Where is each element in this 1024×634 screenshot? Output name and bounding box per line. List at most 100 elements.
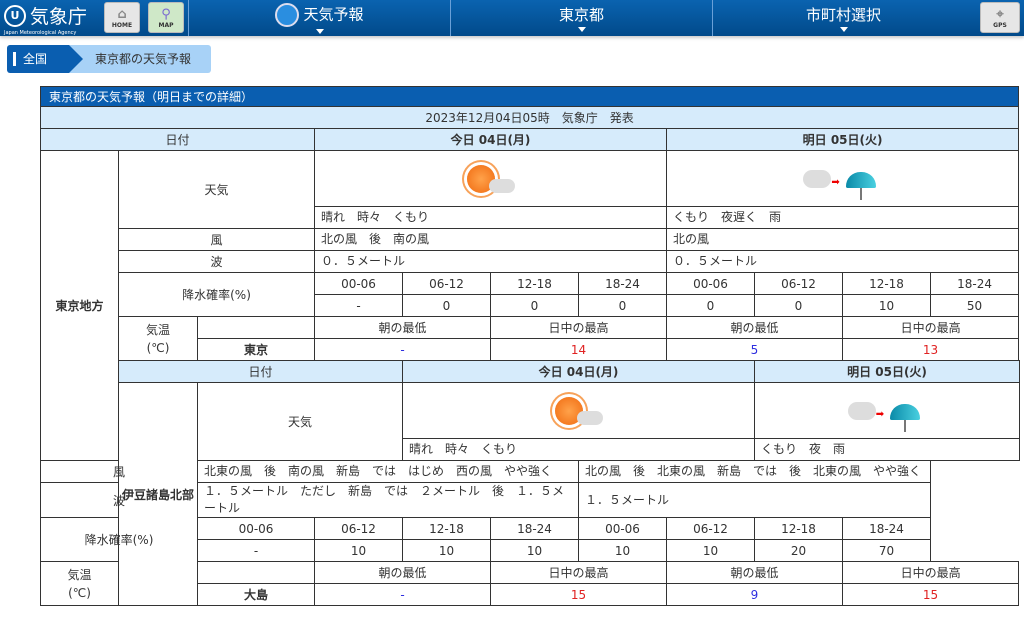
wave-text: ０．５メートル: [665, 250, 1020, 273]
jma-logo[interactable]: U 気象庁 Japan Meteorological Agency: [4, 4, 87, 36]
map-button[interactable]: ⚲ MAP: [148, 2, 184, 33]
weather-icon-row: 伊豆諸島北部 天気 ➡: [41, 382, 1020, 606]
cloud-icon: [803, 169, 832, 188]
date-label: 日付: [40, 128, 315, 151]
wave-text: １．５メートル ただし 新島 では ２メートル 後 １．５メートル: [197, 482, 579, 518]
pop-value: 50: [929, 294, 1020, 317]
temp-value: 5: [666, 338, 843, 361]
wave-text: １．５メートル: [578, 482, 931, 518]
breadcrumb: 全国 東京都の天気予報: [7, 45, 1024, 73]
temp-min-header: 朝の最低: [314, 316, 491, 339]
wind-text: 北の風: [665, 228, 1020, 251]
temp-value: 15: [490, 583, 667, 606]
weather-label: 天気: [118, 150, 315, 229]
pop-label: 降水確率(%): [40, 517, 198, 562]
forecast-table: 東京都の天気予報（明日までの詳細） 2023年12月04日05時 気象庁 発表 …: [39, 86, 1020, 606]
pop-label: 降水確率(%): [118, 272, 315, 317]
temp-blank: [197, 316, 315, 339]
jma-emblem-icon: U: [4, 4, 26, 27]
weather-icon-cell: ➡: [665, 150, 1020, 207]
period-header: 06-12: [314, 517, 403, 540]
cloud-icon: [847, 401, 876, 420]
period-header: 06-12: [402, 272, 491, 295]
period-header: 00-06: [666, 272, 755, 295]
period-header: 18-24: [842, 517, 931, 540]
region-name: 東京地方: [40, 150, 119, 461]
temp-label: 気温 (℃): [40, 561, 119, 606]
temp-max-header: 日中の最高: [841, 561, 1020, 584]
weather-icon-row: 東京地方 天気 ➡: [40, 150, 1020, 461]
period-header: 12-18: [490, 272, 579, 295]
weather-text: くもり 夜 雨: [754, 438, 1020, 461]
weather-icon-cell: [402, 382, 755, 439]
breadcrumb-tokyo: 東京都の天気予報: [69, 45, 211, 73]
cloud-icon: [576, 410, 603, 425]
nav-weather-forecast[interactable]: 天気予報: [188, 0, 450, 36]
period-header: 12-18: [402, 517, 491, 540]
umbrella-icon: [845, 171, 876, 200]
top-nav: U 気象庁 Japan Meteorological Agency ⌂ HOME ⚲…: [0, 0, 1024, 36]
pop-value: 0: [666, 294, 755, 317]
nav-prefecture[interactable]: 東京都: [450, 0, 712, 36]
temp-max-header: 日中の最高: [490, 561, 667, 584]
dropdown-icon: [839, 27, 848, 32]
pop-value: -: [314, 294, 403, 317]
cloud-icon: [488, 178, 515, 193]
pop-value: 10: [490, 539, 579, 562]
period-header: 00-06: [578, 517, 667, 540]
home-icon: ⌂: [117, 7, 127, 22]
day-header: 明日 05日(火): [754, 360, 1020, 383]
breadcrumb-national[interactable]: 全国: [7, 45, 83, 73]
then-arrow-icon: ➡: [875, 408, 885, 420]
wind-label: 風: [40, 460, 198, 483]
day-header: 明日 05日(火): [665, 128, 1020, 151]
gps-button[interactable]: ⌖ GPS: [980, 2, 1020, 33]
weather-text: 晴れ 時々 くもり: [314, 206, 667, 229]
weather-label: 天気: [197, 382, 403, 461]
weather-icon: [275, 2, 300, 27]
period-header: 18-24: [929, 272, 1020, 295]
pop-value: 0: [578, 294, 667, 317]
then-arrow-icon: ➡: [831, 176, 840, 188]
issued-time: 2023年12月04日05時 気象庁 発表: [39, 106, 1020, 129]
table-title: 東京都の天気予報（明日までの詳細）: [39, 86, 1020, 107]
map-pin-icon: ⚲: [161, 7, 171, 22]
period-header: 06-12: [666, 517, 755, 540]
temp-min-header: 朝の最低: [314, 561, 491, 584]
pop-value: 0: [402, 294, 491, 317]
wave-label: 波: [118, 250, 315, 273]
pop-value: 10: [666, 539, 755, 562]
region-name: 伊豆諸島北部: [118, 382, 198, 606]
wind-text: 北の風 後 北東の風 新島 では 後 北東の風 やや強く: [578, 460, 931, 483]
wind-text: 北東の風 後 南の風 新島 では はじめ 西の風 やや強く: [197, 460, 579, 483]
temp-max-header: 日中の最高: [490, 316, 667, 339]
dropdown-icon: [577, 27, 586, 32]
pop-value: 0: [490, 294, 579, 317]
pop-value: -: [197, 539, 315, 562]
period-header: 00-06: [197, 517, 315, 540]
temp-value: 9: [666, 583, 843, 606]
period-header: 18-24: [490, 517, 579, 540]
day-header: 今日 04日(月): [314, 128, 667, 151]
umbrella-icon: [890, 403, 921, 432]
gps-icon: ⌖: [996, 7, 1004, 22]
temp-min-header: 朝の最低: [666, 561, 843, 584]
temp-value: 15: [841, 583, 1020, 606]
temp-blank: [197, 561, 315, 584]
temp-value: 13: [841, 338, 1020, 361]
nav-municipality[interactable]: 市町村選択: [712, 0, 974, 36]
pop-value: 10: [314, 539, 403, 562]
period-header: 12-18: [754, 517, 843, 540]
day-header: 今日 04日(月): [402, 360, 755, 383]
temp-min-header: 朝の最低: [666, 316, 843, 339]
period-header: 18-24: [578, 272, 667, 295]
pop-value: 10: [402, 539, 491, 562]
wave-text: ０．５メートル: [314, 250, 667, 273]
weather-icon-cell: [314, 150, 667, 207]
period-header: 06-12: [754, 272, 843, 295]
weather-text: 晴れ 時々 くもり: [402, 438, 755, 461]
home-button[interactable]: ⌂ HOME: [104, 2, 140, 33]
period-header: 00-06: [314, 272, 403, 295]
pop-value: 70: [842, 539, 931, 562]
temp-value: -: [314, 583, 491, 606]
